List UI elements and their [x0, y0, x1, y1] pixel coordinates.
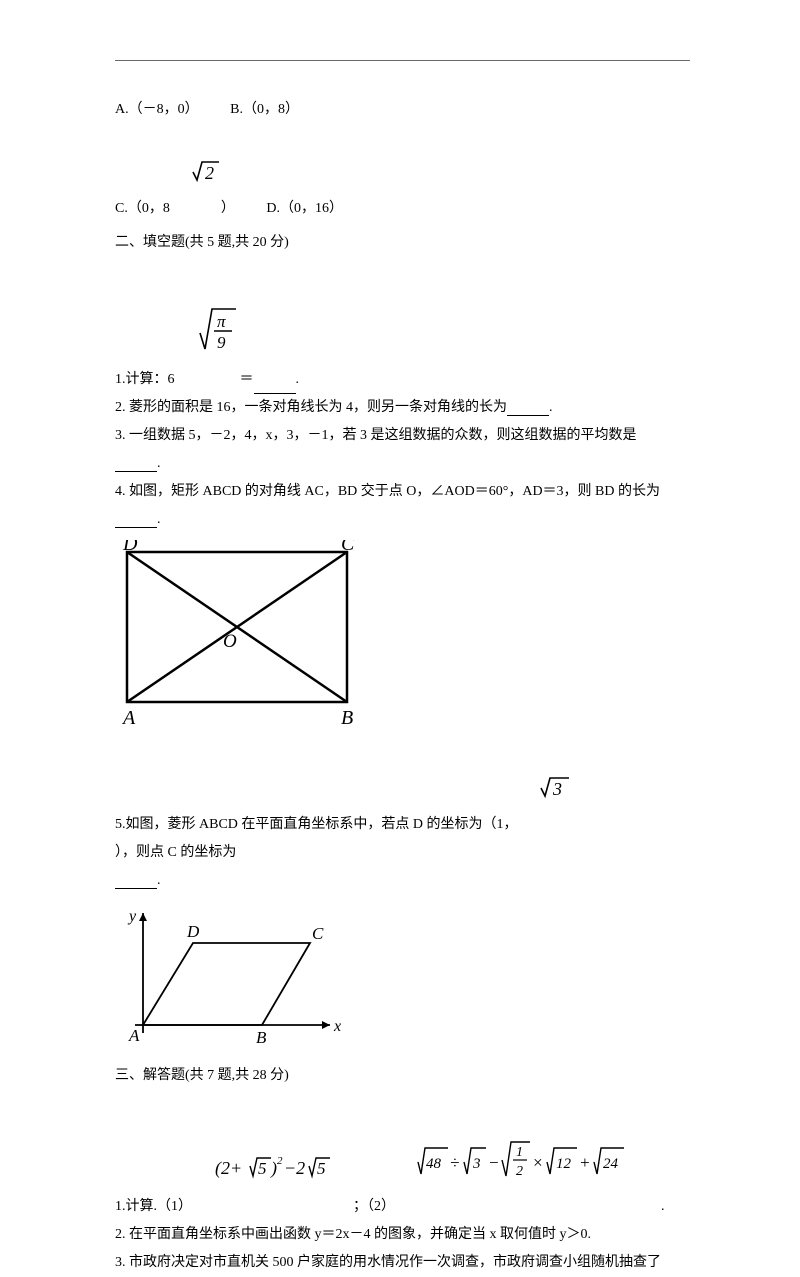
svg-text:y: y: [127, 908, 137, 925]
s2-q5-end: .: [157, 867, 161, 895]
blank: [115, 873, 157, 888]
figure-rectangle: D C A B O: [115, 540, 690, 740]
s3-q1-mid: ；（2）: [353, 1193, 395, 1221]
option-row-1: A.（－8，0） B.（0，8）: [115, 96, 690, 124]
svg-text:12: 12: [556, 1156, 572, 1172]
sqrt-pi-over-9-icon: π 9: [175, 275, 240, 394]
s2-q3: 3. 一组数据 5，－2，4，x，3，－1，若 3 是这组数据的众数，则这组数据…: [115, 422, 690, 450]
section2-heading: 二、填空题(共 5 题,共 20 分): [115, 229, 690, 257]
figure-rhombus-axes: A D C Bx y: [115, 901, 690, 1056]
s2-q2: 2. 菱形的面积是 16，一条对角线长为 4，则另一条对角线的长为 .: [115, 394, 690, 422]
svg-text:−2: −2: [284, 1158, 305, 1178]
spacer: [235, 195, 267, 223]
svg-text:48: 48: [426, 1156, 442, 1172]
svg-text:A: A: [128, 1026, 140, 1045]
s2-q4-blank: .: [115, 506, 690, 534]
svg-text:3: 3: [472, 1156, 481, 1172]
s2-q5: 5.如图，菱形 ABCD 在平面直角坐标系中，若点 D 的坐标为（1， 3 ），…: [115, 746, 690, 867]
option-c-post: ）: [221, 195, 235, 223]
svg-text:3: 3: [552, 779, 562, 799]
s2-q2-text: 2. 菱形的面积是 16，一条对角线长为 4，则另一条对角线的长为: [115, 394, 507, 422]
s3-q1-end: .: [661, 1193, 665, 1221]
svg-text:π: π: [217, 312, 226, 331]
sqrt2-icon: 2: [170, 130, 221, 223]
svg-text:D: D: [186, 922, 200, 941]
option-d: D.（0，16）: [266, 195, 343, 223]
svg-text:÷: ÷: [450, 1153, 459, 1172]
svg-text:24: 24: [603, 1156, 619, 1172]
svg-text:): ): [270, 1158, 277, 1179]
svg-text:C: C: [312, 924, 324, 943]
svg-text:2: 2: [277, 1155, 283, 1167]
svg-text:2: 2: [205, 163, 214, 183]
s2-q4-end: .: [157, 506, 161, 534]
s2-q4-text: 4. 如图，矩形 ABCD 的对角线 AC，BD 交于点 O，∠AOD＝60°，…: [115, 478, 660, 506]
svg-text:2: 2: [516, 1164, 523, 1179]
page-content: A.（－8，0） B.（0，8） C.（0，8 2 ） D.（0，16） 二、填…: [115, 60, 690, 1277]
svg-text:C: C: [341, 540, 355, 555]
spacer: [199, 96, 231, 124]
blank: [115, 512, 157, 527]
blank: [254, 379, 296, 394]
svg-text:A: A: [121, 707, 136, 729]
section3-heading: 三、解答题(共 7 题,共 28 分): [115, 1062, 690, 1090]
svg-text:−: −: [488, 1153, 499, 1172]
svg-text:×: ×: [532, 1153, 543, 1172]
s2-q1-pre: 1.计算：6: [115, 366, 175, 394]
s3-q1: 1.计算.（1） (2+ 5 ) 2 −2 5 ；（2） 48 ÷ 3 −: [115, 1108, 690, 1221]
s3-q3: 3. 市政府决定对市直机关 500 户家庭的用水情况作一次调查，市政府调查小组随…: [115, 1249, 690, 1277]
s2-q1-end: .: [296, 366, 300, 394]
blank: [115, 456, 157, 471]
svg-text:5: 5: [317, 1159, 326, 1178]
svg-text:(2+: (2+: [215, 1158, 242, 1179]
s3-q2-text: 2. 在平面直角坐标系中画出函数 y＝2x－4 的图象，并确定当 x 取何值时 …: [115, 1221, 591, 1249]
svg-text:O: O: [223, 631, 237, 652]
option-a: A.（－8，0）: [115, 96, 199, 124]
s2-q3-text: 3. 一组数据 5，－2，4，x，3，－1，若 3 是这组数据的众数，则这组数据…: [115, 422, 637, 450]
s2-q3-blank: .: [115, 450, 690, 478]
sqrt3-icon: 3: [518, 746, 571, 839]
s2-q1-post: ＝: [240, 366, 254, 394]
expr2-icon: 48 ÷ 3 − 1 2 × 12 + 24: [395, 1108, 661, 1221]
svg-text:5: 5: [258, 1159, 267, 1178]
s2-q1: 1.计算：6 π 9 ＝ .: [115, 275, 690, 394]
svg-text:B: B: [256, 1028, 267, 1047]
option-row-2: C.（0，8 2 ） D.（0，16）: [115, 130, 690, 223]
s2-q5-blank: .: [115, 867, 690, 895]
s2-q5-pre: 5.如图，菱形 ABCD 在平面直角坐标系中，若点 D 的坐标为（1，: [115, 811, 518, 839]
s2-q3-end: .: [157, 450, 161, 478]
option-b: B.（0，8）: [230, 96, 299, 124]
s3-q1-pre: 1.计算.（1）: [115, 1193, 192, 1221]
svg-text:9: 9: [217, 333, 226, 352]
option-c-pre: C.（0，8: [115, 195, 170, 223]
expr1-icon: (2+ 5 ) 2 −2 5: [192, 1124, 353, 1221]
svg-text:1: 1: [516, 1145, 523, 1160]
svg-text:D: D: [122, 540, 138, 555]
s3-q3-text: 3. 市政府决定对市直机关 500 户家庭的用水情况作一次调查，市政府调查小组随…: [115, 1249, 661, 1277]
top-rule: [115, 60, 690, 61]
svg-text:+: +: [579, 1153, 590, 1172]
s2-q2-end: .: [549, 394, 553, 422]
s2-q4: 4. 如图，矩形 ABCD 的对角线 AC，BD 交于点 O，∠AOD＝60°，…: [115, 478, 690, 506]
blank: [507, 400, 549, 415]
svg-text:B: B: [341, 707, 353, 729]
svg-text:x: x: [333, 1018, 341, 1035]
s2-q5-post: ），则点 C 的坐标为: [115, 839, 236, 867]
s3-q2: 2. 在平面直角坐标系中画出函数 y＝2x－4 的图象，并确定当 x 取何值时 …: [115, 1221, 690, 1249]
